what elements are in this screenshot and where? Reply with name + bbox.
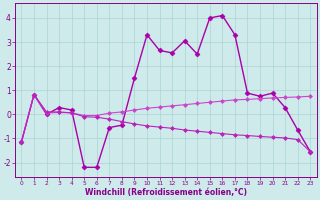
X-axis label: Windchill (Refroidissement éolien,°C): Windchill (Refroidissement éolien,°C) [85,188,247,197]
